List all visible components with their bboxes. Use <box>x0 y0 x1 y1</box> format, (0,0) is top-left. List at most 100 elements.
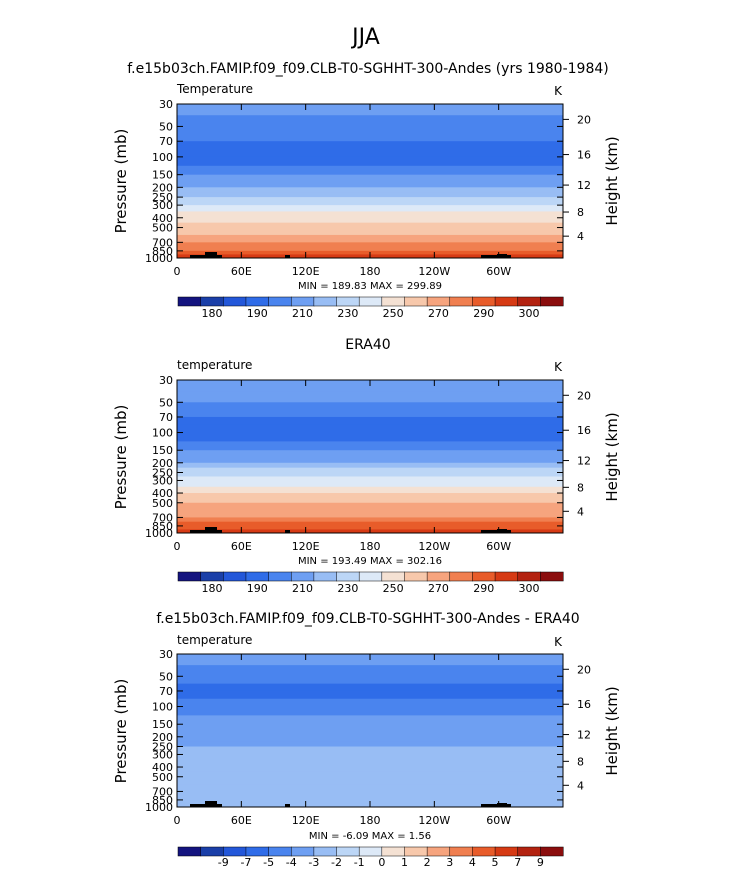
y-right-tick-label: 8 <box>577 481 584 494</box>
colorbar-swatch <box>177 296 202 307</box>
colorbar-swatch <box>494 846 519 857</box>
y-tick-label: 250 <box>152 191 173 204</box>
y-right-tick-label: 20 <box>577 113 591 126</box>
variable-label: Temperature <box>176 82 253 96</box>
terrain-block <box>190 255 212 258</box>
colorbar-swatch <box>245 296 270 307</box>
y-tick-label: 500 <box>152 771 173 784</box>
contour-band <box>177 736 563 743</box>
contour-band <box>177 441 563 451</box>
contour-band <box>177 521 563 527</box>
x-tick-label: 120W <box>418 265 450 278</box>
y-right-tick-label: 20 <box>577 663 591 676</box>
y-tick-label: 1000 <box>145 801 173 814</box>
contour-band <box>177 497 563 504</box>
colorbar-swatch <box>540 296 564 307</box>
contour-band <box>177 476 563 481</box>
contour-band <box>177 424 563 434</box>
colorbar-swatch <box>426 571 451 582</box>
contour-band <box>177 126 563 135</box>
contour-band <box>177 760 563 768</box>
colorbar-label: 290 <box>473 582 494 595</box>
colorbar-swatch <box>472 296 496 307</box>
terrain-block <box>285 255 290 258</box>
colorbar-swatch <box>177 846 202 857</box>
contour-band <box>177 676 563 685</box>
contour-band <box>177 698 563 708</box>
colorbar-swatch <box>517 296 541 307</box>
panel-title: f.e15b03ch.FAMIP.f09_f09.CLB-T0-SGHHT-30… <box>156 611 579 627</box>
colorbar-swatch <box>268 571 292 582</box>
contour-band <box>177 115 563 127</box>
contour-band <box>177 409 563 418</box>
terrain-block <box>497 254 507 258</box>
y-axis-label: Pressure (mb) <box>112 129 130 234</box>
colorbar: 180 190 210 230 250 270 290 300 <box>177 296 564 320</box>
y-tick-label: 100 <box>152 151 173 164</box>
contour-band <box>177 141 563 150</box>
contour-band <box>177 767 563 773</box>
colorbar: -9 -7 -5 -4 -3 -2 -1 0 1 2 3 4 5 7 9 <box>177 846 564 869</box>
y-tick-label: 150 <box>152 169 173 182</box>
x-tick-label: 120W <box>418 814 450 827</box>
colorbar-label: 180 <box>201 307 222 320</box>
contour-band <box>177 486 563 494</box>
x-tick-label: 120W <box>418 540 450 553</box>
colorbar-label: 210 <box>292 582 313 595</box>
contour-band <box>177 706 563 716</box>
y-tick-label: 70 <box>159 685 173 698</box>
y-tick-label: 100 <box>152 427 173 440</box>
colorbar-label: 250 <box>383 582 404 595</box>
contour-band <box>177 432 563 442</box>
contour-band <box>177 187 563 193</box>
contour-band <box>177 795 563 801</box>
contour-band <box>177 227 563 236</box>
colorbar-swatch <box>245 846 270 857</box>
panel-era40: ERA40 temperature K 30507010015020025030… <box>112 337 621 595</box>
colorbar-swatch <box>223 846 247 857</box>
season-title: JJA <box>350 25 380 50</box>
x-tick-label: 0 <box>174 814 181 827</box>
y-right-tick-label: 12 <box>577 455 591 468</box>
colorbar-swatch <box>358 846 383 857</box>
contour-band <box>177 690 563 700</box>
y-tick-label: 500 <box>152 222 173 235</box>
terrain-block <box>190 804 212 807</box>
x-tick-label: 60W <box>486 265 511 278</box>
contour-band <box>177 746 563 751</box>
colorbar-label: 210 <box>292 307 313 320</box>
y-right-tick-label: 8 <box>577 206 584 219</box>
contour-band <box>177 450 563 457</box>
x-tick-label: 0 <box>174 540 181 553</box>
y-tick-label: 50 <box>159 120 173 133</box>
colorbar-label: -3 <box>308 856 319 869</box>
colorbar-swatch <box>517 571 541 582</box>
terrain-block <box>216 530 222 533</box>
contour-band <box>177 467 563 474</box>
colorbar-label: 300 <box>519 307 540 320</box>
colorbar-label: 2 <box>424 856 431 869</box>
terrain-block <box>285 530 290 533</box>
y-tick-label: 300 <box>152 748 173 761</box>
colorbar-swatch <box>381 296 406 307</box>
colorbar-swatch <box>449 571 473 582</box>
y-tick-label: 400 <box>152 212 173 225</box>
y-tick-label: 850 <box>152 794 173 807</box>
contour-band <box>177 165 563 176</box>
colorbar-swatch <box>177 571 202 582</box>
colorbar-label: 9 <box>537 856 544 869</box>
contour-band <box>177 133 563 142</box>
colorbar-label: -1 <box>354 856 365 869</box>
units-label: K <box>554 84 563 98</box>
colorbar-label: 300 <box>519 582 540 595</box>
terrain-block <box>205 801 217 807</box>
colorbar-swatch <box>358 571 383 582</box>
colorbar-swatch <box>540 846 564 857</box>
x-tick-label: 120E <box>292 540 320 553</box>
x-tick-label: 60E <box>231 265 252 278</box>
terrain-block <box>216 255 222 258</box>
y-axis-label: Pressure (mb) <box>112 679 130 784</box>
